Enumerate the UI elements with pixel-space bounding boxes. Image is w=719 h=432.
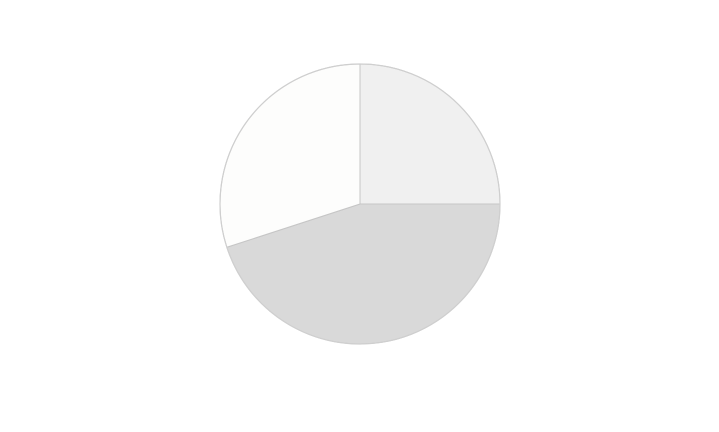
pie-slice-1 — [359, 63, 501, 205]
pie-slices — [219, 63, 501, 345]
pie-outline — [219, 63, 501, 345]
